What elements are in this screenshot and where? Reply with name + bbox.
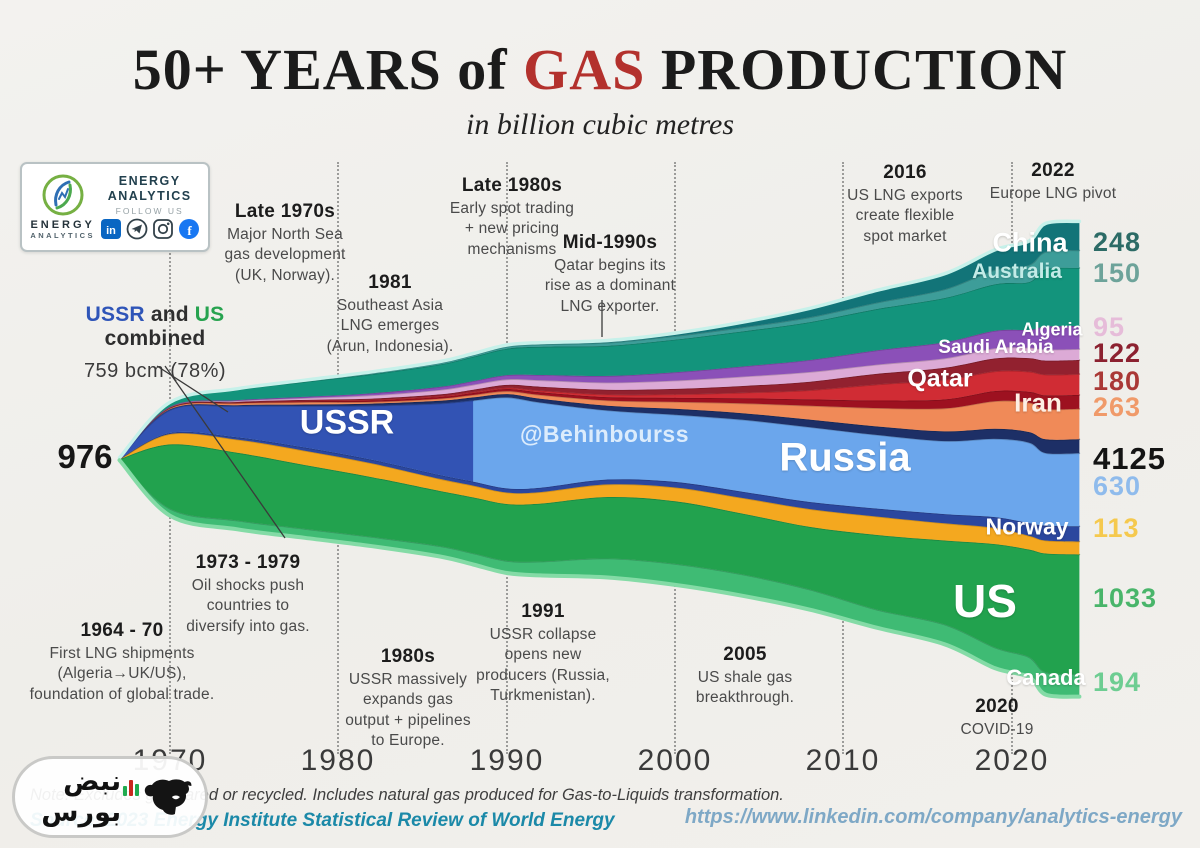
callout-us: US: [194, 303, 225, 326]
page-title: 50+ YEARS of GAS PRODUCTION: [0, 36, 1200, 103]
band-unlabeled-purple: [119, 325, 1080, 459]
facebook-icon[interactable]: f: [178, 218, 200, 240]
energy-analytics-logo-icon: [42, 174, 84, 216]
svg-text:f: f: [187, 223, 192, 238]
band-qatar: [119, 370, 1080, 459]
band-unlabeled-darkred: [119, 388, 1080, 459]
energy-analytics-logo-card: ENERGY ANALYTICS ENERGY ANALYTICS FOLLOW…: [20, 162, 210, 252]
instagram-icon[interactable]: [152, 218, 174, 240]
callout-value: 759 bcm (78%): [83, 360, 227, 382]
logo-word-analytics: ANALYTICS: [30, 231, 96, 240]
callout-connector-1: [156, 365, 229, 413]
ussr-us-combined-callout: USSR and US combined 759 bcm (78%): [40, 303, 270, 383]
title-highlight: GAS: [523, 37, 646, 102]
bull-icon: [144, 779, 192, 815]
callout-ussr: USSR: [85, 303, 145, 326]
nabz-bourse-watermark: نبض بورس: [12, 756, 208, 838]
logo-left-column: ENERGY ANALYTICS: [30, 173, 95, 240]
logo-word-energy: ENERGY: [30, 219, 95, 232]
telegram-icon[interactable]: [126, 218, 148, 240]
band-unlabeled-blue: [119, 431, 1080, 542]
band-ussr-era: [119, 400, 474, 482]
band-us: [119, 444, 1080, 675]
band-saudi-arabia: [119, 357, 1080, 459]
band-algeria: [119, 347, 1080, 459]
band-iran: [119, 391, 1080, 459]
title-prefix: 50+ YEARS of: [132, 37, 524, 102]
band-unlabeled-navy: [119, 394, 1080, 459]
svg-text:in: in: [106, 225, 116, 237]
band-edge-ussr: [118, 399, 474, 460]
candlestick-icon: [123, 780, 140, 796]
behinbourss-watermark: @Behinbourss: [520, 421, 689, 447]
callout-line1: USSR and US combined: [85, 303, 225, 350]
linkedin-url-link[interactable]: https://www.linkedin.com/company/analyti…: [684, 806, 1182, 828]
follow-us-label: FOLLOW US: [115, 206, 184, 216]
social-icons-row: in f: [100, 218, 200, 240]
nabz-bourse-text: نبض بورس: [41, 766, 122, 828]
logo-brand-name: ENERGY ANALYTICS: [107, 174, 192, 203]
stream-top-highlight: [117, 219, 1082, 460]
title-suffix: PRODUCTION: [645, 37, 1068, 102]
footnote: Note: Excludes gas flared or recycled. I…: [30, 786, 784, 804]
start-total-label: 976: [57, 438, 113, 475]
band-norway: [119, 433, 1080, 555]
band-rest-of-world-teal: [119, 267, 1080, 459]
stream-bottom-highlight: [117, 458, 1082, 699]
logo-right-column: ENERGY ANALYTICS FOLLOW US in: [100, 174, 200, 240]
chart-subtitle: in billion cubic metres: [465, 108, 734, 141]
callout-connector-2: [164, 365, 286, 539]
linkedin-icon[interactable]: in: [100, 218, 122, 240]
logo-wordmark: ENERGY ANALYTICS: [30, 219, 95, 240]
